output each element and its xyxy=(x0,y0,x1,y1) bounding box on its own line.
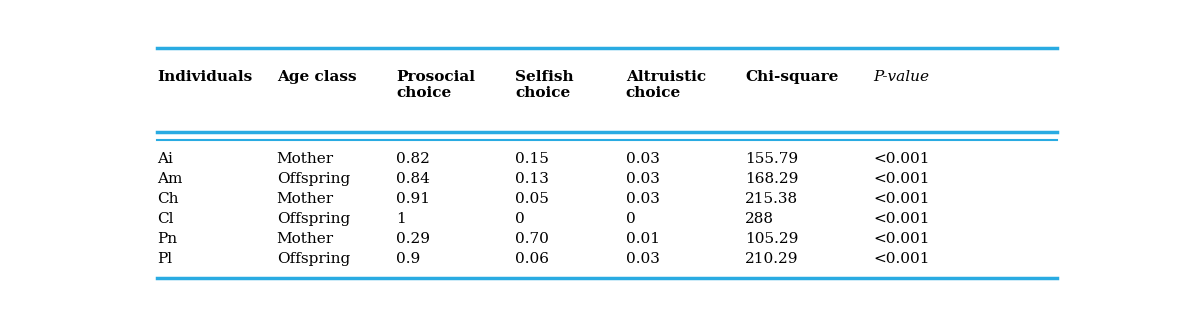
Text: 0.13: 0.13 xyxy=(515,172,550,186)
Text: 0.05: 0.05 xyxy=(515,192,550,206)
Text: 0.03: 0.03 xyxy=(626,192,660,206)
Text: Individuals: Individuals xyxy=(158,70,252,84)
Text: 215.38: 215.38 xyxy=(745,192,799,206)
Text: 0: 0 xyxy=(626,212,635,226)
Text: Prosocial
choice: Prosocial choice xyxy=(396,70,475,100)
Text: 0.06: 0.06 xyxy=(515,252,550,266)
Text: 0.9: 0.9 xyxy=(396,252,421,266)
Text: Chi-square: Chi-square xyxy=(745,70,839,84)
Text: Am: Am xyxy=(158,172,182,186)
Text: <0.001: <0.001 xyxy=(873,172,930,186)
Text: Offspring: Offspring xyxy=(276,212,350,226)
Text: 0.91: 0.91 xyxy=(396,192,430,206)
Text: Pl: Pl xyxy=(158,252,173,266)
Text: Offspring: Offspring xyxy=(276,172,350,186)
Text: 155.79: 155.79 xyxy=(745,152,799,166)
Text: Mother: Mother xyxy=(276,152,334,166)
Text: <0.001: <0.001 xyxy=(873,252,930,266)
Text: Offspring: Offspring xyxy=(276,252,350,266)
Text: 0.01: 0.01 xyxy=(626,232,660,246)
Text: 105.29: 105.29 xyxy=(745,232,799,246)
Text: 210.29: 210.29 xyxy=(745,252,799,266)
Text: 1: 1 xyxy=(396,212,405,226)
Text: <0.001: <0.001 xyxy=(873,192,930,206)
Text: Pn: Pn xyxy=(158,232,178,246)
Text: <0.001: <0.001 xyxy=(873,152,930,166)
Text: <0.001: <0.001 xyxy=(873,232,930,246)
Text: Mother: Mother xyxy=(276,232,334,246)
Text: Ch: Ch xyxy=(158,192,179,206)
Text: Selfish
choice: Selfish choice xyxy=(515,70,574,100)
Text: 0.84: 0.84 xyxy=(396,172,430,186)
Text: 0.03: 0.03 xyxy=(626,252,660,266)
Text: 168.29: 168.29 xyxy=(745,172,799,186)
Text: <0.001: <0.001 xyxy=(873,212,930,226)
Text: Age class: Age class xyxy=(276,70,357,84)
Text: 0: 0 xyxy=(515,212,525,226)
Text: 0.03: 0.03 xyxy=(626,152,660,166)
Text: Ai: Ai xyxy=(158,152,173,166)
Text: 288: 288 xyxy=(745,212,774,226)
Text: Mother: Mother xyxy=(276,192,334,206)
Text: Cl: Cl xyxy=(158,212,174,226)
Text: 0.29: 0.29 xyxy=(396,232,430,246)
Text: 0.15: 0.15 xyxy=(515,152,550,166)
Text: 0.03: 0.03 xyxy=(626,172,660,186)
Text: P-value: P-value xyxy=(873,70,930,84)
Text: Altruistic
choice: Altruistic choice xyxy=(626,70,706,100)
Text: 0.70: 0.70 xyxy=(515,232,550,246)
Text: 0.82: 0.82 xyxy=(396,152,430,166)
